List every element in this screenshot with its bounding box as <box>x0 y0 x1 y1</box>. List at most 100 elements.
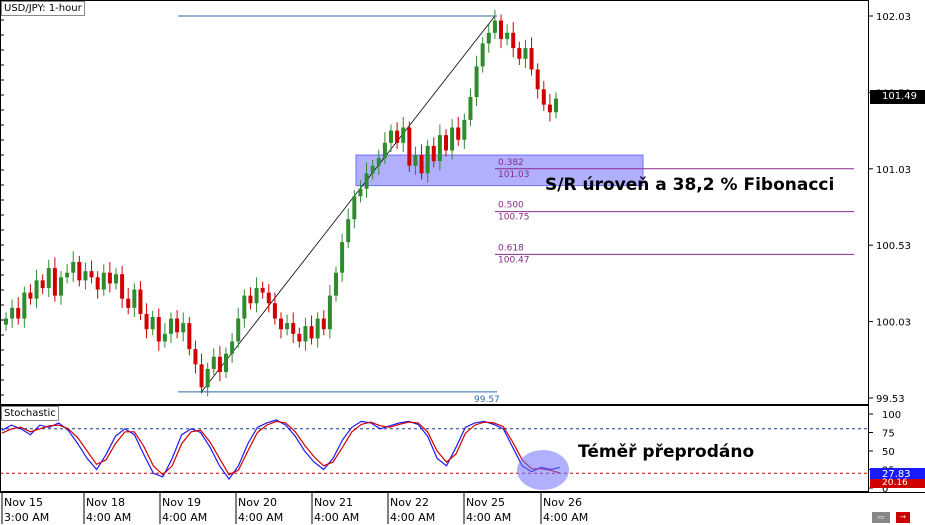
candle-body <box>95 277 100 290</box>
price-candles <box>4 9 558 397</box>
candle-body <box>456 127 461 140</box>
stochastic-d-line <box>1 420 561 476</box>
scroll-icon[interactable]: ▭ <box>872 512 890 523</box>
candle-body <box>4 318 8 325</box>
candle-body <box>486 32 491 44</box>
time-tick-date: Nov 20 <box>238 496 277 509</box>
candle-body <box>260 287 265 293</box>
candle-body <box>444 135 448 151</box>
candle-body <box>10 307 15 319</box>
candle-body <box>248 295 253 304</box>
candle-body <box>162 333 167 342</box>
time-tick-time: 4:00 AM <box>86 511 131 524</box>
candle-body <box>517 48 522 59</box>
candle-body <box>340 242 345 273</box>
candle-body <box>254 287 259 304</box>
candle-body <box>291 323 296 334</box>
time-tick-time: 4:00 AM <box>390 511 435 524</box>
price-tick-label: 99.53 <box>876 394 905 405</box>
candle-body <box>46 268 51 288</box>
fibonacci-low-label: 99.57 <box>474 395 500 405</box>
candle-body <box>22 292 27 319</box>
time-tick-date: Nov 15 <box>4 496 43 509</box>
price-tick-label: 102.03 <box>876 12 911 23</box>
candle-body <box>187 323 192 350</box>
sr-zone <box>355 154 644 187</box>
candle-body <box>77 262 82 281</box>
candle-body <box>425 145 430 174</box>
time-tick-time: 4:00 AM <box>162 511 207 524</box>
candle-body <box>205 368 210 388</box>
candle-body <box>107 272 112 284</box>
candle-body <box>272 303 277 319</box>
candle-body <box>523 48 528 59</box>
candle-body <box>144 313 149 330</box>
stochastic-tick-label: 0 <box>882 484 888 495</box>
stochastic-d-value: 20.16 <box>870 479 925 488</box>
candle-body <box>541 89 546 105</box>
candle-body <box>236 318 241 342</box>
candle-body <box>492 20 497 33</box>
time-tick-time: 4:00 AM <box>543 511 588 524</box>
candle-body <box>89 271 94 278</box>
stochastic-frame <box>0 405 869 492</box>
time-tick-time: 4:00 AM <box>466 511 511 524</box>
candle-body <box>52 268 57 296</box>
time-tick-date: Nov 26 <box>543 496 582 509</box>
candle-body <box>419 155 424 174</box>
candle-body <box>16 307 21 319</box>
fibonacci-price-label: 100.75 <box>498 213 530 223</box>
candle-body <box>431 145 436 162</box>
candle-body <box>352 196 357 220</box>
fibonacci-ratio-label: 0.382 <box>498 158 524 168</box>
candle-body <box>132 289 137 308</box>
candle-body <box>138 289 143 314</box>
candle-body <box>285 323 290 330</box>
sr-annotation: S/R úroveň a 38,2 % Fibonacci <box>545 175 835 195</box>
candle-body <box>175 318 180 333</box>
fibonacci-levels: 0.382 101.03 0.500 100.75 0.618 100.47 <box>495 158 854 265</box>
stochastic-panel <box>0 419 868 490</box>
fibonacci-price-label: 100.47 <box>498 255 530 265</box>
candle-body <box>211 356 216 369</box>
candle-body <box>499 20 503 39</box>
fibonacci-ratio-label: 0.618 <box>498 243 524 253</box>
candle-body <box>321 318 326 330</box>
candle-body <box>358 188 363 197</box>
expand-icon[interactable]: → <box>896 512 910 523</box>
stochastic-tick-label: 100 <box>882 410 901 421</box>
candle-body <box>65 272 70 278</box>
candle-body <box>266 292 271 304</box>
candle-body <box>334 272 338 296</box>
time-tick-time: 3:00 AM <box>4 511 49 524</box>
candle-body <box>199 364 204 388</box>
candle-body <box>34 280 39 299</box>
stochastic-tick-label: 50 <box>882 447 895 458</box>
candle-body <box>309 326 314 339</box>
candle-body <box>474 66 479 97</box>
price-tick-label: 100.03 <box>876 318 911 329</box>
stochastic-title: Stochastic <box>1 406 59 421</box>
fibonacci-price-label: 101.03 <box>498 170 530 180</box>
candle-body <box>101 272 106 290</box>
candle-body <box>28 292 33 299</box>
candle-body <box>297 333 302 342</box>
candle-body <box>150 317 155 330</box>
time-tick-date: Nov 21 <box>314 496 353 509</box>
candle-body <box>370 165 375 174</box>
time-tick-time: 4:00 AM <box>238 511 283 524</box>
candle-body <box>59 277 63 296</box>
candle-body <box>505 32 510 39</box>
fibonacci-trendline <box>201 15 496 393</box>
candle-body <box>83 271 88 281</box>
candle-body <box>364 173 369 189</box>
main-frame <box>0 0 869 405</box>
time-tick-time: 4:00 AM <box>314 511 359 524</box>
candle-body <box>114 274 118 284</box>
fibonacci-swing: 99.57 <box>178 15 500 405</box>
candle-body <box>462 119 467 140</box>
fibonacci-ratio-label: 0.500 <box>498 201 524 211</box>
candle-body <box>40 280 45 288</box>
